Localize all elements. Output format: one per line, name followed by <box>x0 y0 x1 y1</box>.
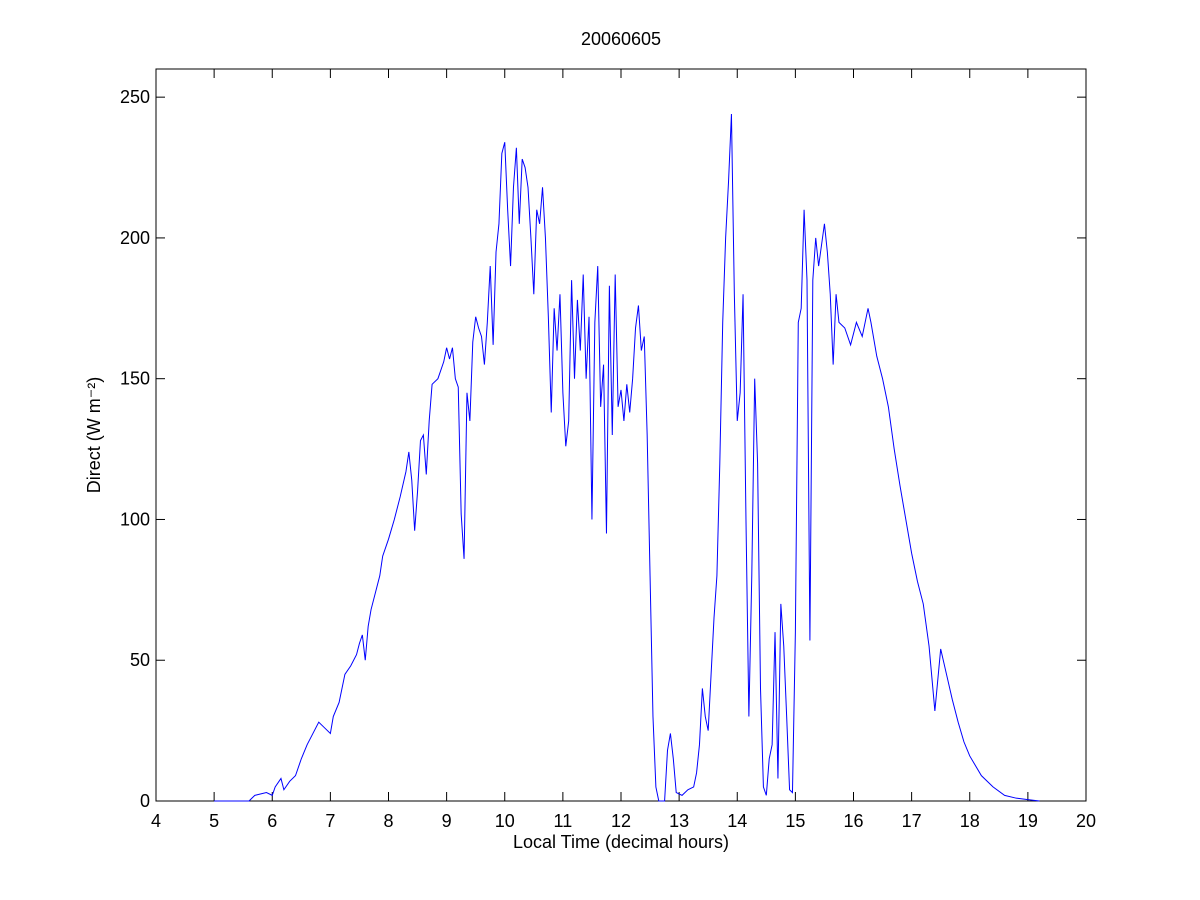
y-axis-label: Direct (W m⁻²) <box>84 377 104 493</box>
y-tick-label: 200 <box>120 228 150 248</box>
x-tick-label: 7 <box>325 811 335 831</box>
x-tick-label: 15 <box>785 811 805 831</box>
x-tick-label: 19 <box>1018 811 1038 831</box>
data-line <box>214 114 1040 802</box>
x-tick-label: 12 <box>611 811 631 831</box>
x-tick-label: 17 <box>902 811 922 831</box>
x-tick-label: 20 <box>1076 811 1096 831</box>
y-tick-label: 250 <box>120 87 150 107</box>
x-tick-label: 13 <box>669 811 689 831</box>
x-tick-label: 6 <box>267 811 277 831</box>
x-tick-label: 11 <box>554 811 573 831</box>
x-tick-label: 14 <box>727 811 747 831</box>
y-tick-label: 50 <box>130 650 150 670</box>
x-tick-label: 5 <box>209 811 219 831</box>
x-tick-label: 10 <box>495 811 515 831</box>
x-tick-label: 8 <box>383 811 393 831</box>
y-tick-label: 150 <box>120 369 150 389</box>
x-tick-label: 18 <box>960 811 980 831</box>
x-tick-label: 4 <box>151 811 161 831</box>
y-tick-label: 0 <box>140 791 150 811</box>
chart-title: 20060605 <box>581 29 661 49</box>
x-axis-label: Local Time (decimal hours) <box>513 832 729 852</box>
y-tick-label: 100 <box>120 509 150 529</box>
x-tick-label: 16 <box>843 811 863 831</box>
x-tick-label: 9 <box>442 811 452 831</box>
